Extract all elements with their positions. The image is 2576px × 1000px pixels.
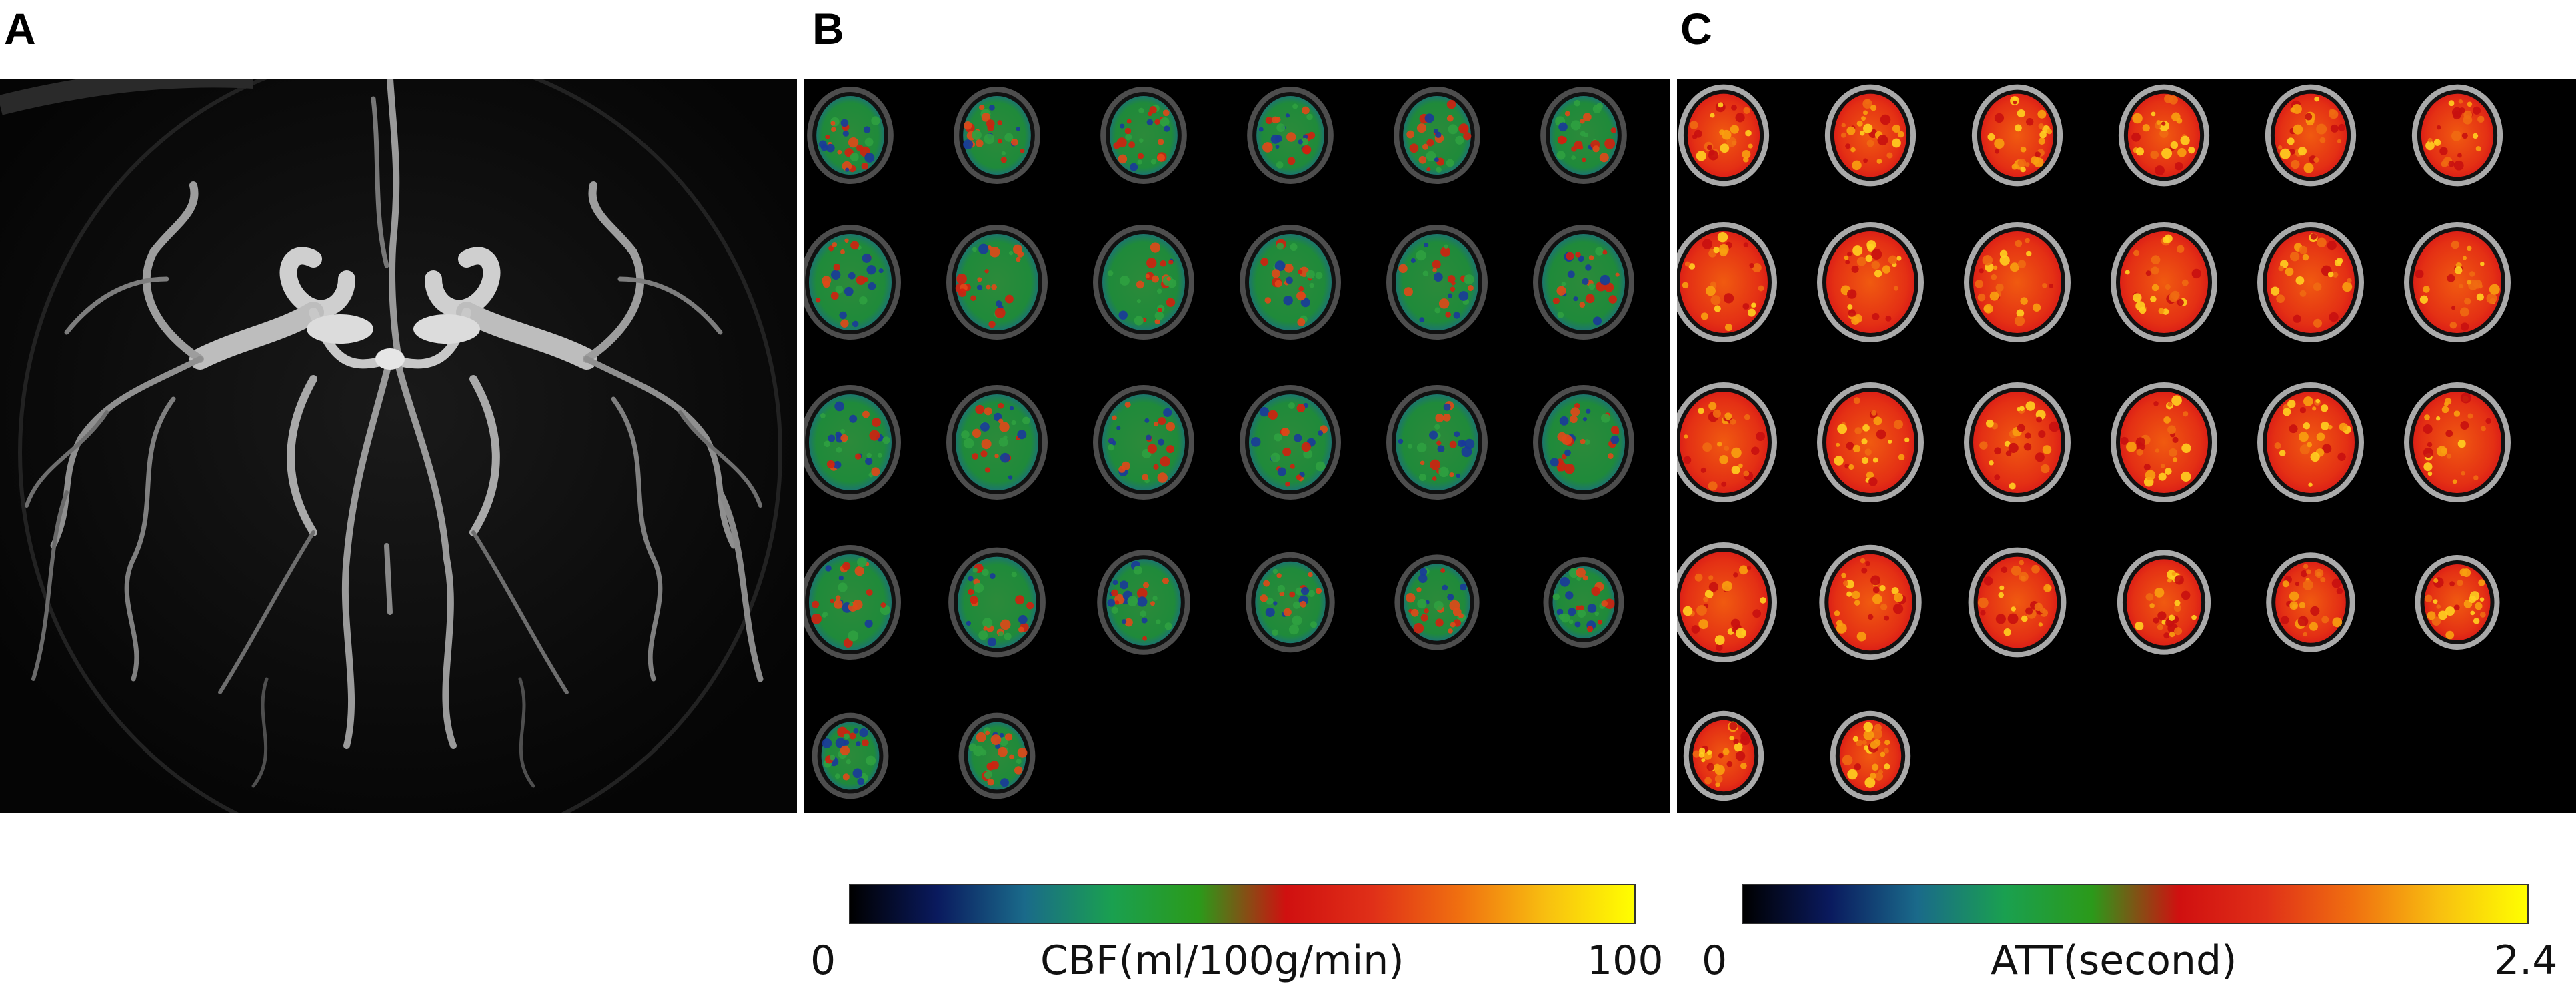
cbf-slice bbox=[1100, 86, 1187, 185]
att-slice bbox=[2411, 84, 2503, 187]
cbf-slice bbox=[1240, 385, 1341, 500]
cbf-slice bbox=[946, 385, 1048, 500]
att-colorbar-min: 0 bbox=[1702, 937, 1728, 984]
cbf-slice bbox=[1540, 86, 1627, 185]
cbf-map-grid bbox=[804, 79, 1670, 813]
att-slice bbox=[1678, 84, 1770, 187]
att-slice bbox=[1817, 382, 1924, 502]
cbf-slice bbox=[1533, 385, 1634, 500]
att-colorbar-max: 2.4 bbox=[2494, 937, 2558, 984]
att-slice bbox=[1964, 382, 2071, 502]
angiography-image bbox=[0, 79, 797, 813]
att-slice bbox=[2266, 552, 2355, 652]
att-slice bbox=[1677, 542, 1777, 662]
cbf-slice bbox=[1247, 86, 1334, 185]
att-colorbar-title: ATT(second) bbox=[1991, 937, 2237, 984]
cbf-slice bbox=[804, 385, 901, 500]
cbf-slice bbox=[807, 86, 894, 185]
att-slice bbox=[2111, 222, 2217, 342]
att-colorbar bbox=[1742, 884, 2529, 924]
att-slice bbox=[1824, 84, 1916, 187]
cbf-slice bbox=[1093, 225, 1194, 340]
cbf-slice bbox=[1394, 86, 1480, 185]
att-slice bbox=[2404, 222, 2511, 342]
cbf-slice bbox=[804, 225, 901, 340]
att-slice bbox=[1964, 222, 2071, 342]
cbf-slice bbox=[954, 86, 1040, 185]
att-slice bbox=[2265, 84, 2357, 187]
cbf-slice bbox=[1097, 550, 1190, 655]
att-slice bbox=[1817, 222, 1924, 342]
att-slice bbox=[2257, 382, 2364, 502]
cbf-slice bbox=[1386, 385, 1488, 500]
cbf-slice bbox=[1246, 552, 1335, 653]
cbf-colorbar-title: CBF(ml/100g/min) bbox=[1040, 937, 1404, 984]
att-slice bbox=[1819, 544, 1922, 660]
att-slice bbox=[2111, 382, 2217, 502]
cbf-colorbar-max: 100 bbox=[1587, 937, 1664, 984]
att-map-grid bbox=[1677, 79, 2576, 813]
cbf-slice bbox=[948, 547, 1046, 658]
att-slice bbox=[2117, 550, 2211, 655]
cbf-slice bbox=[804, 545, 901, 660]
cbf-slice bbox=[946, 225, 1048, 340]
cbf-slice bbox=[812, 712, 889, 799]
cbf-slice bbox=[1386, 225, 1488, 340]
att-slice bbox=[1677, 382, 1777, 502]
att-slice bbox=[1830, 710, 1911, 801]
cbf-slice bbox=[1093, 385, 1194, 500]
att-slice bbox=[2415, 555, 2500, 650]
att-slice bbox=[1677, 222, 1777, 342]
att-slice bbox=[1971, 84, 2063, 187]
panel-label-c: C bbox=[1680, 4, 1712, 53]
att-slice bbox=[2257, 222, 2364, 342]
cbf-slice bbox=[1394, 554, 1480, 650]
cbf-slice bbox=[1240, 225, 1341, 340]
att-slice bbox=[2118, 84, 2210, 187]
cbf-colorbar bbox=[849, 884, 1636, 924]
panel-label-a: A bbox=[4, 4, 36, 53]
cbf-colorbar-min: 0 bbox=[810, 937, 836, 984]
panel-label-b: B bbox=[812, 4, 844, 53]
att-slice bbox=[1683, 710, 1764, 801]
att-slice bbox=[1968, 547, 2067, 658]
cbf-slice bbox=[1543, 557, 1624, 648]
cbf-slice bbox=[958, 712, 1036, 799]
att-slice bbox=[2404, 382, 2511, 502]
cbf-slice bbox=[1533, 225, 1634, 340]
